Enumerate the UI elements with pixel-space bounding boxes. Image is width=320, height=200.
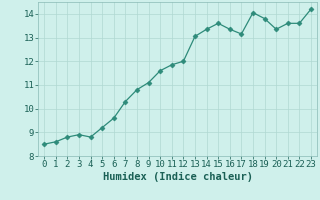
X-axis label: Humidex (Indice chaleur): Humidex (Indice chaleur) [103,172,252,182]
